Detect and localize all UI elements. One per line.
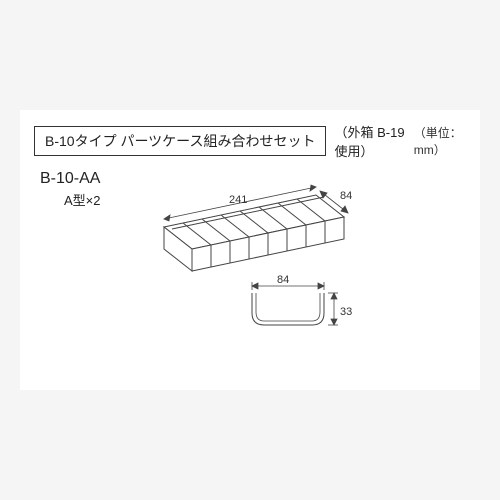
dim-section-height: 33 <box>340 306 352 318</box>
outer-box-note: （外箱 B-19使用） <box>334 122 405 160</box>
title-box: B-10タイプ パーツケース組み合わせセット <box>34 126 326 156</box>
unit-note: （単位：mm） <box>414 124 466 158</box>
spec-card: B-10タイプ パーツケース組み合わせセット （外箱 B-19使用） （単位：m… <box>20 110 480 390</box>
cross-section <box>252 282 338 325</box>
dim-length: 241 <box>229 194 247 206</box>
dim-section-width: 84 <box>277 274 289 286</box>
technical-drawing: 241 84 84 33 <box>134 181 394 351</box>
tray-isometric <box>164 185 348 271</box>
title-text: B-10タイプ パーツケース組み合わせセット <box>45 133 315 149</box>
header-row: B-10タイプ パーツケース組み合わせセット （外箱 B-19使用） （単位：m… <box>34 122 466 160</box>
dim-tray-width: 84 <box>340 190 352 202</box>
drawing-svg: 241 84 84 33 <box>134 181 394 361</box>
